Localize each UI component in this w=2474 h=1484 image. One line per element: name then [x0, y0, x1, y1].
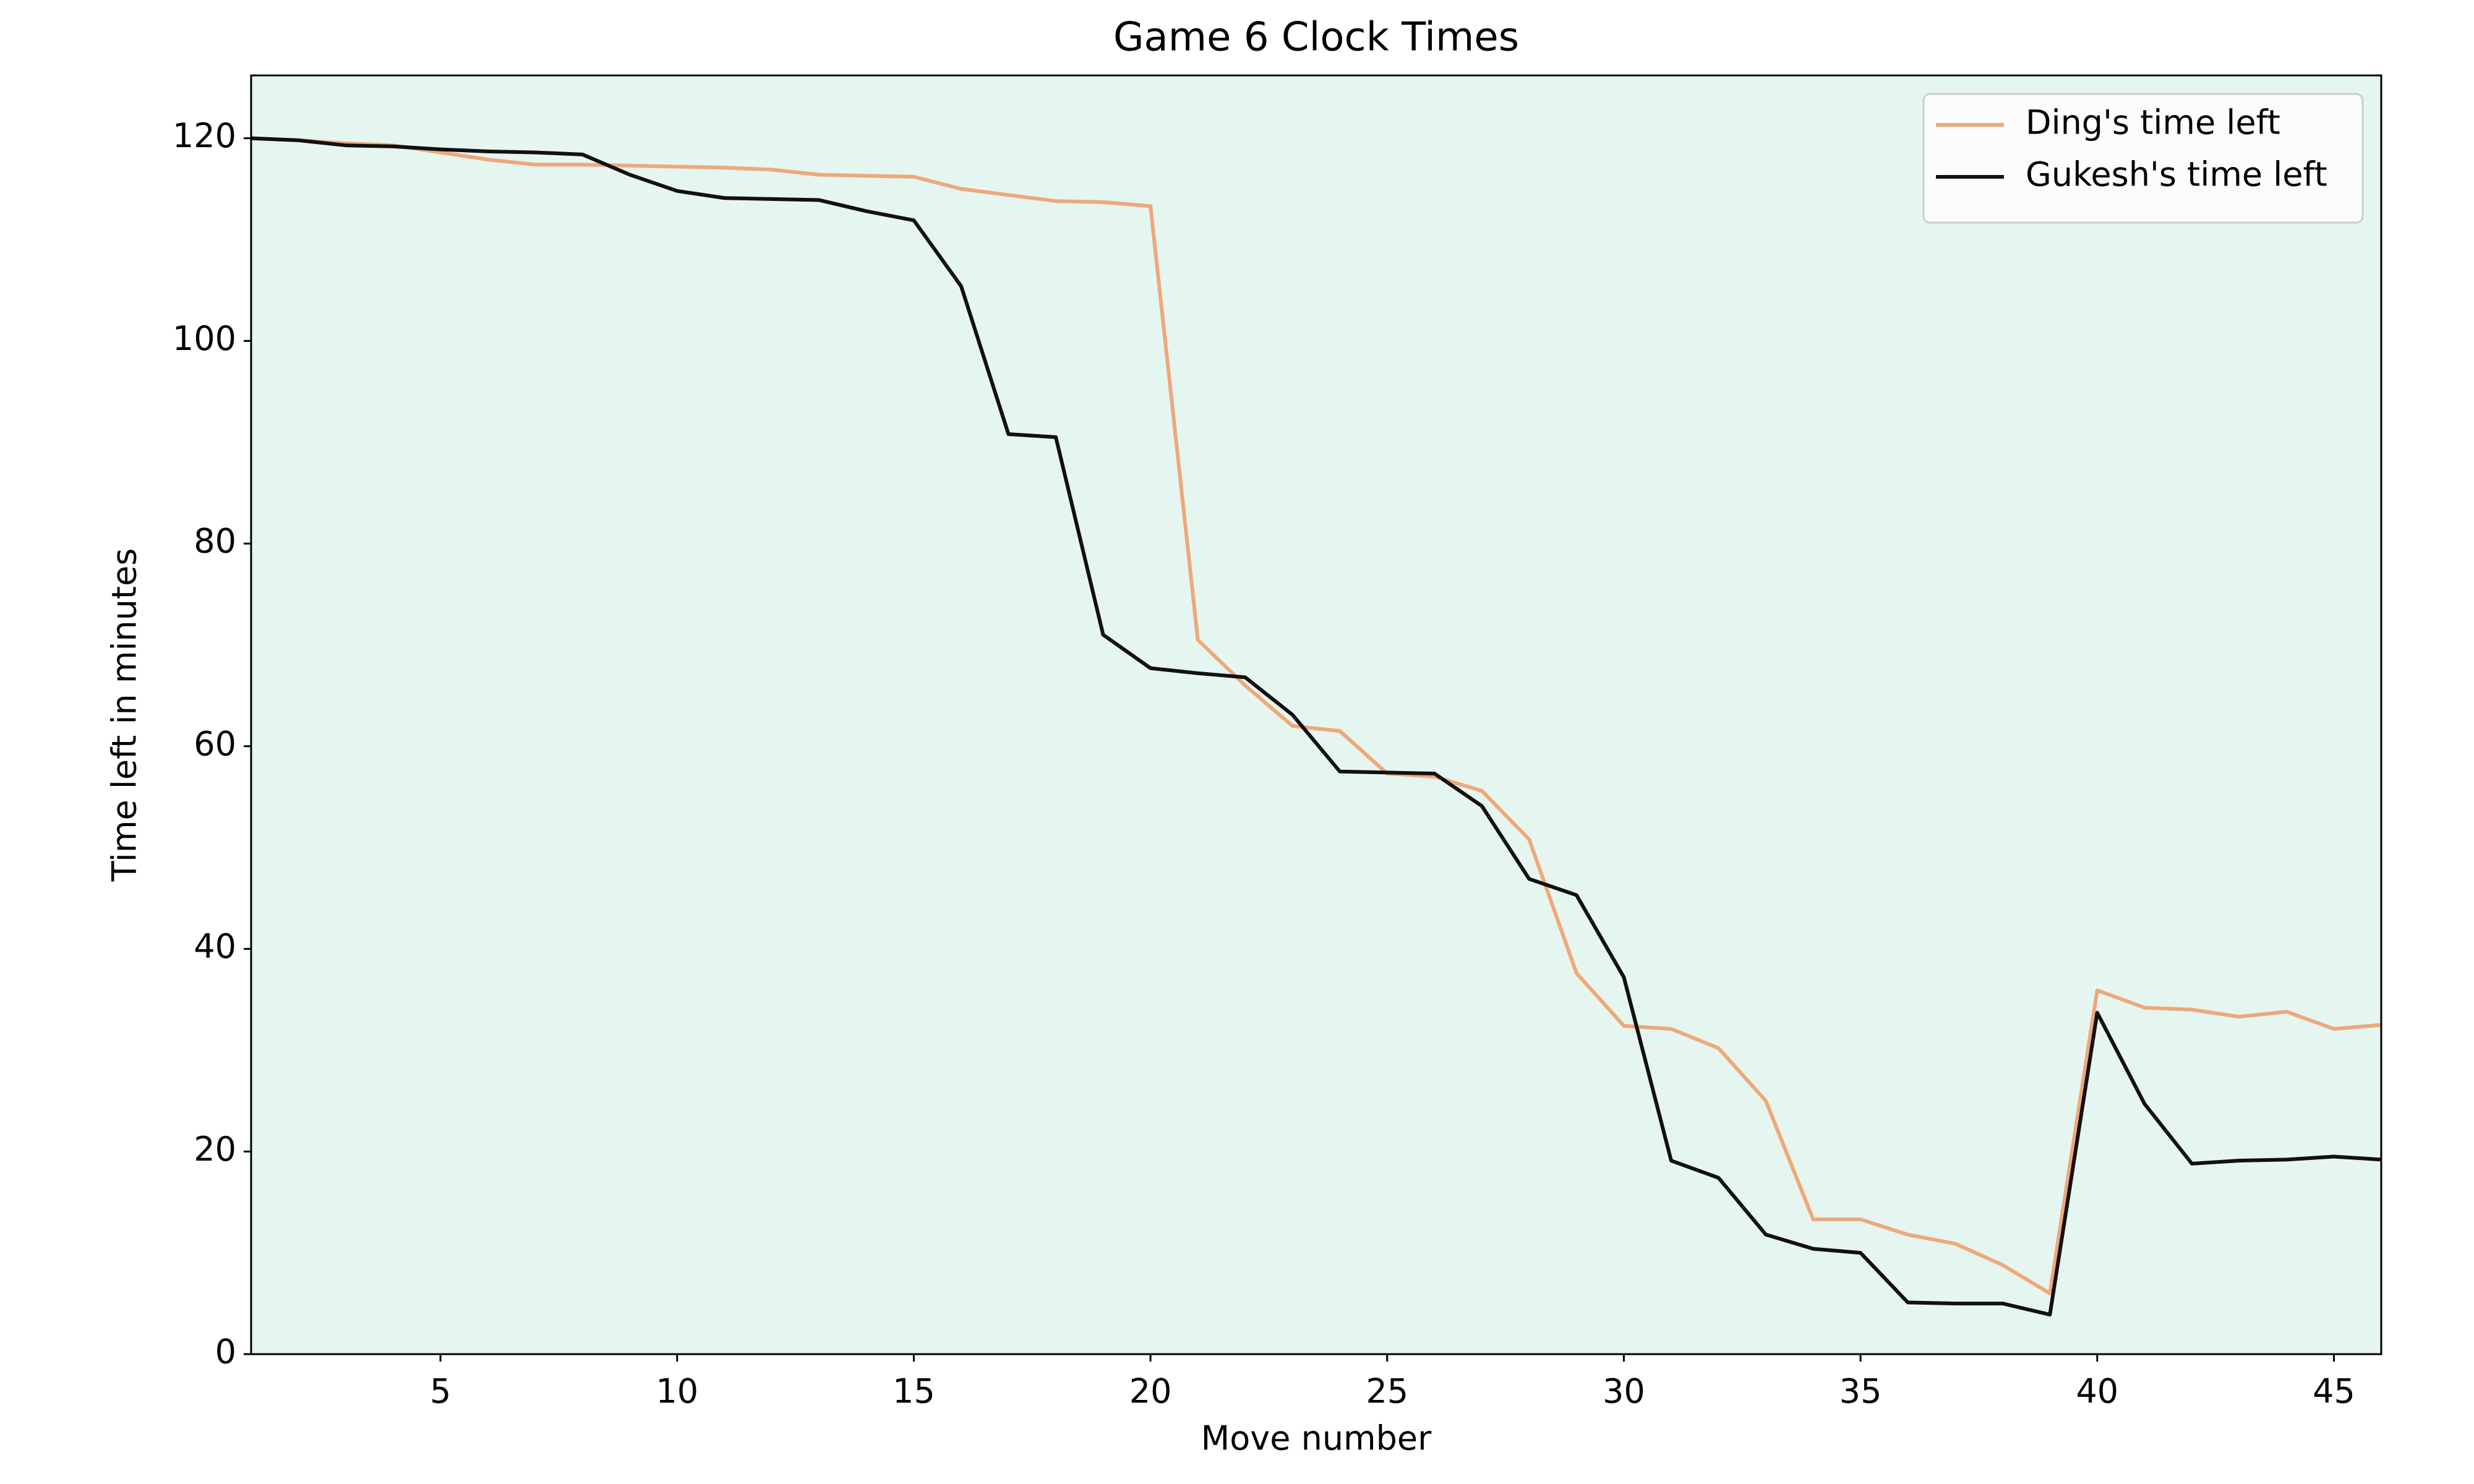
x-tick-label: 30 — [1603, 1372, 1645, 1411]
legend-label: Ding's time left — [2026, 103, 2280, 142]
chart-title: Game 6 Clock Times — [1113, 15, 1519, 61]
y-tick-label: 80 — [194, 522, 236, 561]
x-tick-label: 40 — [2076, 1372, 2118, 1411]
series-line — [251, 136, 2381, 1317]
x-tick-label: 45 — [2313, 1372, 2355, 1411]
legend-box — [1922, 93, 2364, 224]
y-tick-label: 40 — [194, 927, 236, 966]
x-tick-label: 10 — [656, 1372, 698, 1411]
plot-background — [251, 75, 2381, 1354]
y-tick-label: 60 — [194, 724, 236, 763]
x-tick-label: 35 — [1839, 1372, 1882, 1411]
legend-label: Gukesh's time left — [2026, 155, 2327, 194]
x-axis-label: Move number — [1201, 1419, 1432, 1458]
y-tick-label: 100 — [173, 319, 236, 358]
x-tick-label: 5 — [430, 1372, 451, 1411]
x-tick-label: 15 — [892, 1372, 935, 1411]
plot-frame — [250, 74, 2382, 1355]
y-tick-label: 20 — [194, 1130, 236, 1169]
y-axis-label: Time left in minutes — [105, 548, 144, 882]
y-tick-label: 0 — [215, 1333, 236, 1371]
x-tick-label: 20 — [1129, 1372, 1172, 1411]
x-tick-label: 25 — [1366, 1372, 1408, 1411]
y-tick-label: 120 — [173, 116, 236, 155]
